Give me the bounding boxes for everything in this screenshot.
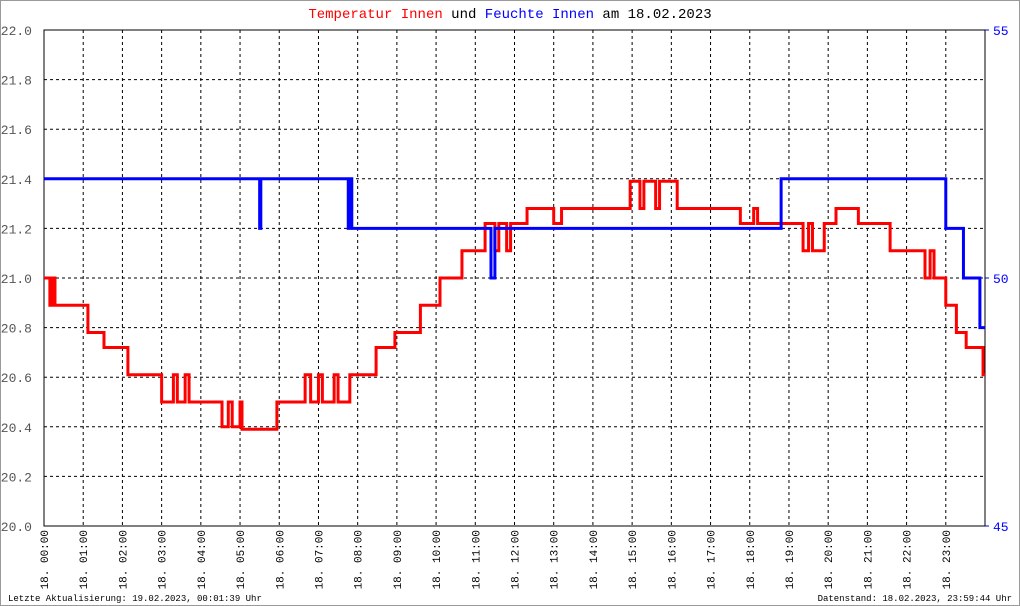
- title-series-2: Feuchte Innen: [485, 7, 594, 23]
- y-tick-label: 20.0: [1, 520, 32, 535]
- x-tick-label: 18. 03:00: [158, 530, 170, 589]
- y-tick-label: 20.4: [1, 421, 32, 436]
- y-tick-label: 21.6: [1, 123, 32, 138]
- chart-title: Temperatur Innen und Feuchte Innen am 18…: [308, 7, 711, 23]
- x-tick-label: 18. 17:00: [707, 530, 719, 589]
- title-series-1: Temperatur Innen: [308, 7, 442, 23]
- y2-tick-label: 55: [993, 24, 1009, 39]
- x-tick-label: 18. 15:00: [628, 530, 640, 589]
- x-tick-label: 18. 19:00: [785, 530, 797, 589]
- x-tick-label: 18. 20:00: [824, 530, 836, 589]
- x-tick-label: 18. 23:00: [942, 530, 954, 589]
- y-tick-label: 20.8: [1, 322, 32, 337]
- x-tick-label: 18. 14:00: [589, 530, 601, 589]
- x-tick-label: 18. 16:00: [667, 530, 679, 589]
- title-joiner: und: [451, 7, 476, 23]
- x-tick-label: 18. 21:00: [863, 530, 875, 589]
- data-line: [44, 177, 985, 330]
- y-tick-label: 21.0: [1, 272, 32, 287]
- data-line: [44, 179, 985, 431]
- x-tick-label: 18. 22:00: [903, 530, 915, 589]
- x-tick-label: 18. 06:00: [275, 530, 287, 589]
- x-tick-label: 18. 12:00: [511, 530, 523, 589]
- y-tick-label: 20.6: [1, 371, 32, 386]
- y2-tick-label: 50: [993, 272, 1009, 287]
- footer-right: Datenstand: 18.02.2023, 23:59:44 Uhr: [818, 594, 1012, 604]
- x-tick-label: 18. 18:00: [746, 530, 758, 589]
- x-tick-label: 18. 02:00: [118, 530, 130, 589]
- x-tick-label: 18. 07:00: [314, 530, 326, 589]
- title-date: am 18.02.2023: [602, 7, 711, 23]
- y2-tick-label: 45: [993, 520, 1009, 535]
- footer-left: Letzte Aktualisierung: 19.02.2023, 00:01…: [8, 594, 262, 604]
- x-tick-label: 18. 10:00: [432, 530, 444, 589]
- x-tick-label: 18. 11:00: [471, 530, 483, 589]
- y-tick-label: 21.8: [1, 74, 32, 89]
- x-tick-label: 18. 04:00: [197, 530, 209, 589]
- y-tick-label: 21.2: [1, 222, 32, 237]
- x-tick-label: 18. 08:00: [354, 530, 366, 589]
- x-tick-label: 18. 00:00: [40, 530, 52, 589]
- x-tick-label: 18. 01:00: [79, 530, 91, 589]
- x-tick-label: 18. 13:00: [550, 530, 562, 589]
- x-tick-label: 18. 05:00: [236, 530, 248, 589]
- x-tick-label: 18. 09:00: [393, 530, 405, 589]
- y-tick-label: 20.2: [1, 470, 32, 485]
- y-tick-label: 21.4: [1, 173, 32, 188]
- y-tick-label: 22.0: [1, 24, 32, 39]
